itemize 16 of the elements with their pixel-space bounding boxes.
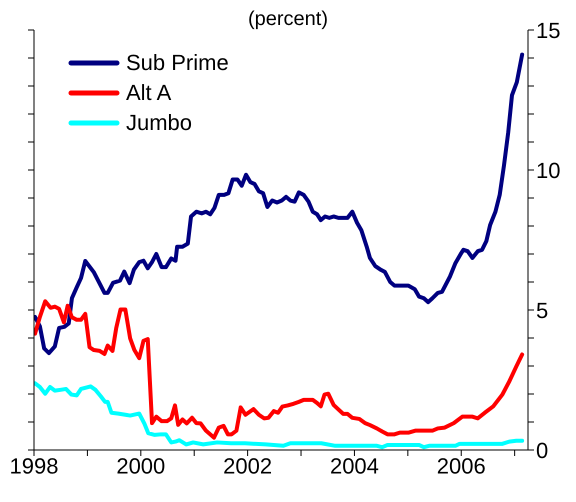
x-tick-label: 2004 <box>330 454 379 479</box>
legend-label: Alt A <box>126 79 172 107</box>
y-tick-label: 5 <box>536 298 548 323</box>
x-tick-label: 2000 <box>116 454 166 479</box>
x-tick-label: 2006 <box>436 454 486 479</box>
line-series <box>34 299 524 440</box>
y-tick-label: 15 <box>536 18 560 43</box>
legend-label: Sub Prime <box>126 49 229 77</box>
line-series <box>34 381 524 450</box>
y-tick-label: 10 <box>536 158 560 183</box>
x-tick-label: 2002 <box>223 454 272 479</box>
legend-label: Jumbo <box>126 109 192 137</box>
x-tick-label: 1998 <box>10 454 58 479</box>
line-series <box>34 52 524 356</box>
chart-title: (percent) <box>248 8 328 30</box>
y-tick-label: 0 <box>536 438 548 463</box>
